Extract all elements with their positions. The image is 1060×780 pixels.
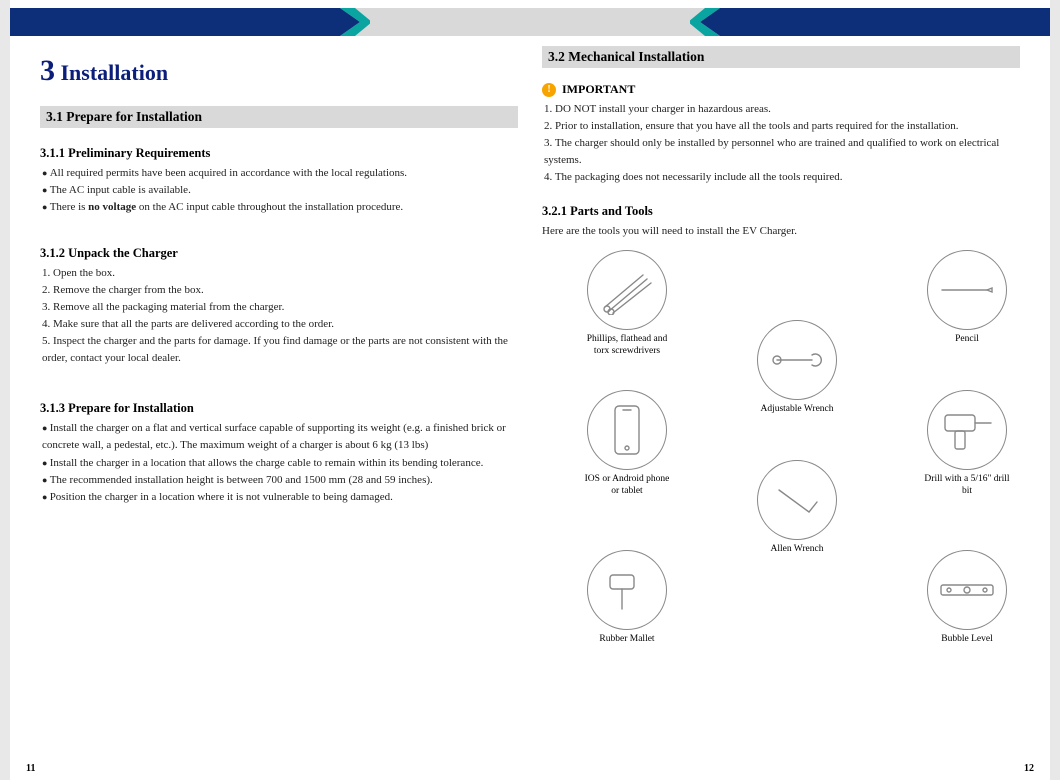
section-3-2-bar: 3.2 Mechanical Installation — [542, 46, 1020, 68]
tool-label: Rubber Mallet — [582, 634, 672, 646]
list-3-1-1: All required permits have been acquired … — [40, 165, 518, 216]
chapter-name: Installation — [61, 60, 169, 85]
alert-icon: ! — [542, 83, 556, 97]
heading-3-1-1: 3.1.1 Preliminary Requirements — [40, 146, 518, 161]
page-number-right: 12 — [1024, 763, 1034, 774]
list-item: Make sure that all the parts are deliver… — [42, 316, 518, 333]
tool-label: Allen Wrench — [752, 544, 842, 556]
wrench-icon — [757, 320, 837, 400]
tool-drill: Drill with a 5/16" drill bit — [922, 390, 1012, 498]
phone-icon — [587, 390, 667, 470]
left-column: 3 Installation 3.1 Prepare for Installat… — [40, 46, 518, 780]
tool-label: Bubble Level — [922, 634, 1012, 646]
list-3-1-2: Open the box. Remove the charger from th… — [40, 265, 518, 367]
header-chevron-right — [690, 8, 1050, 36]
tool-allen: Allen Wrench — [752, 460, 842, 556]
list-item: Open the box. — [42, 265, 518, 282]
list-item: Position the charger in a location where… — [42, 489, 518, 506]
page-number-left: 11 — [26, 763, 35, 774]
tool-label: Drill with a 5/16" drill bit — [922, 474, 1012, 498]
mallet-icon — [587, 550, 667, 630]
tool-label: IOS or Android phone or tablet — [582, 474, 672, 498]
tool-wrench: Adjustable Wrench — [752, 320, 842, 416]
drill-icon — [927, 390, 1007, 470]
tool-label: Phillips, flathead and torx screwdrivers — [582, 334, 672, 358]
heading-3-1-2: 3.1.2 Unpack the Charger — [40, 246, 518, 261]
tool-label: Pencil — [922, 334, 1012, 346]
important-callout: ! IMPORTANT — [542, 82, 1020, 97]
heading-3-2-1: 3.2.1 Parts and Tools — [542, 204, 1020, 219]
list-item: Inspect the charger and the parts for da… — [42, 333, 518, 367]
pencil-icon — [927, 250, 1007, 330]
tool-phone: IOS or Android phone or tablet — [582, 390, 672, 498]
tool-screwdrivers: Phillips, flathead and torx screwdrivers — [582, 250, 672, 358]
list-3-1-3: Install the charger on a flat and vertic… — [40, 420, 518, 505]
list-item: The charger should only be installed by … — [544, 135, 1020, 169]
chapter-title: 3 Installation — [40, 54, 518, 88]
list-item: All required permits have been acquired … — [42, 165, 518, 182]
list-item: Remove all the packaging material from t… — [42, 299, 518, 316]
list-item: The AC input cable is available. — [42, 182, 518, 199]
right-column: 3.2 Mechanical Installation ! IMPORTANT … — [542, 46, 1020, 780]
list-item: Install the charger on a flat and vertic… — [42, 420, 518, 454]
header-chevron-left — [10, 8, 370, 36]
list-item: There is no voltage on the AC input cabl… — [42, 199, 518, 216]
tools-grid: Phillips, flathead and torx screwdrivers… — [542, 250, 1020, 690]
list-item: DO NOT install your charger in hazardous… — [544, 101, 1020, 118]
page: 3 Installation 3.1 Prepare for Installat… — [10, 0, 1050, 780]
chapter-number: 3 — [40, 54, 55, 87]
list-item: The recommended installation height is b… — [42, 472, 518, 489]
list-item: Prior to installation, ensure that you h… — [544, 118, 1020, 135]
tool-label: Adjustable Wrench — [752, 404, 842, 416]
tools-intro: Here are the tools you will need to inst… — [542, 223, 1020, 240]
tool-level: Bubble Level — [922, 550, 1012, 646]
tool-mallet: Rubber Mallet — [582, 550, 672, 646]
important-list: DO NOT install your charger in hazardous… — [542, 101, 1020, 186]
header-bar — [10, 8, 1050, 36]
list-item: The packaging does not necessarily inclu… — [544, 169, 1020, 186]
heading-3-1-3: 3.1.3 Prepare for Installation — [40, 401, 518, 416]
list-item: Remove the charger from the box. — [42, 282, 518, 299]
important-label: IMPORTANT — [562, 82, 635, 97]
level-icon — [927, 550, 1007, 630]
list-item: Install the charger in a location that a… — [42, 455, 518, 472]
tool-pencil: Pencil — [922, 250, 1012, 346]
allen-icon — [757, 460, 837, 540]
section-3-1-bar: 3.1 Prepare for Installation — [40, 106, 518, 128]
screwdrivers-icon — [587, 250, 667, 330]
